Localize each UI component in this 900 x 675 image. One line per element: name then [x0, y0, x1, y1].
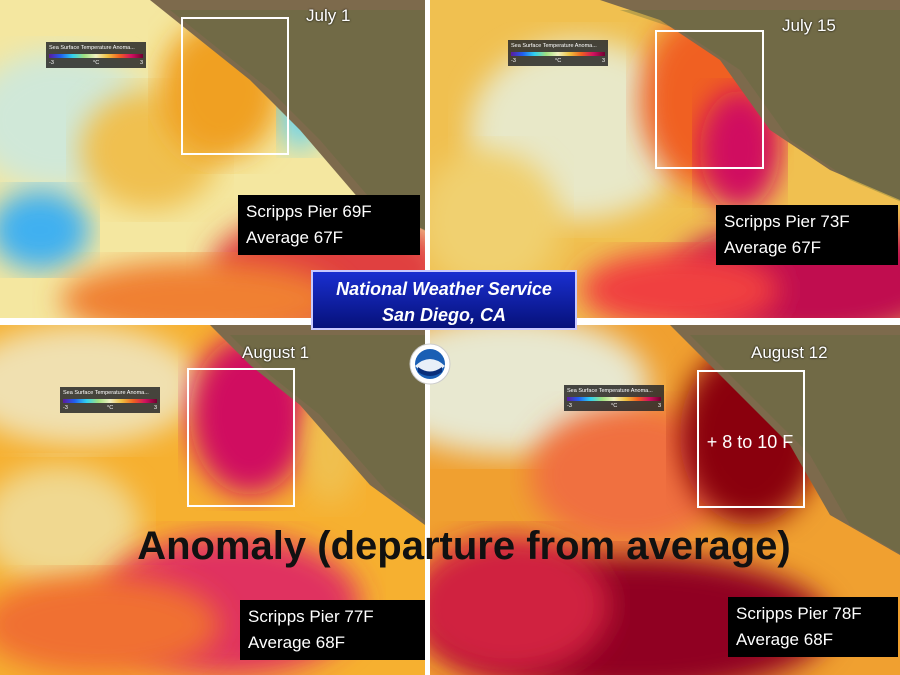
map-panel: August 12 Sea Surface Temperature Anoma.… [430, 325, 900, 675]
station-box: Scripps Pier 69F Average 67F [238, 195, 420, 255]
legend-unit: °C [107, 405, 114, 411]
focus-box [655, 30, 764, 169]
station-line: Scripps Pier 73F [724, 212, 850, 231]
legend-unit: °C [555, 58, 562, 64]
legend-unit: °C [611, 403, 618, 409]
title-line: San Diego, CA [381, 305, 506, 325]
legend-max: 3 [153, 405, 157, 411]
title-box: National Weather Service San Diego, CA [311, 270, 577, 330]
title-line: National Weather Service [336, 279, 552, 299]
date-label: August 12 [751, 343, 828, 362]
focus-box [697, 370, 805, 508]
legend: Sea Surface Temperature Anoma... -3 °C 3 [564, 385, 664, 411]
legend-max: 3 [139, 60, 143, 66]
legend-min: -3 [49, 60, 54, 66]
station-line: Average 67F [246, 228, 344, 247]
date-label: July 15 [782, 16, 836, 35]
station-line: Scripps Pier 77F [248, 607, 374, 626]
legend-unit: °C [93, 60, 100, 66]
map-panel: August 1 Sea Surface Temperature Anoma..… [0, 325, 425, 675]
legend-max: 3 [657, 403, 661, 409]
legend-title: Sea Surface Temperature Anoma... [63, 390, 149, 396]
focus-box [187, 368, 295, 507]
color-bar [511, 52, 605, 56]
caption: Anomaly (departure from average) [137, 524, 791, 568]
station-line: Average 67F [724, 238, 822, 257]
date-label: July 1 [306, 6, 351, 25]
legend-max: 3 [601, 58, 605, 64]
legend-title: Sea Surface Temperature Anoma... [49, 45, 135, 51]
legend-min: -3 [511, 58, 516, 64]
station-box: Scripps Pier 77F Average 68F [240, 600, 425, 660]
map-background [430, 325, 900, 675]
color-bar [63, 399, 157, 403]
map-panel: July 15 Sea Surface Temperature Anoma...… [430, 0, 900, 318]
legend-title: Sea Surface Temperature Anoma... [567, 388, 653, 394]
focus-box [181, 17, 289, 155]
station-line: Average 68F [736, 630, 834, 649]
legend: Sea Surface Temperature Anoma... -3 °C 3 [60, 387, 160, 413]
station-line: Average 68F [248, 633, 346, 652]
legend: Sea Surface Temperature Anoma... -3 °C 3 [46, 42, 146, 68]
annotation: + 8 to 10 F [706, 432, 794, 452]
station-line: Scripps Pier 69F [246, 202, 372, 221]
station-line: Scripps Pier 78F [736, 604, 862, 623]
station-box: Scripps Pier 78F Average 68F [728, 597, 898, 657]
station-box: Scripps Pier 73F Average 67F [716, 205, 898, 265]
color-bar [49, 54, 143, 58]
legend-title: Sea Surface Temperature Anoma... [511, 43, 597, 49]
legend-min: -3 [63, 405, 68, 411]
color-bar [567, 397, 661, 401]
date-label: August 1 [242, 343, 310, 362]
noaa-logo [409, 343, 451, 385]
legend: Sea Surface Temperature Anoma... -3 °C 3 [508, 40, 608, 66]
legend-min: -3 [567, 403, 572, 409]
